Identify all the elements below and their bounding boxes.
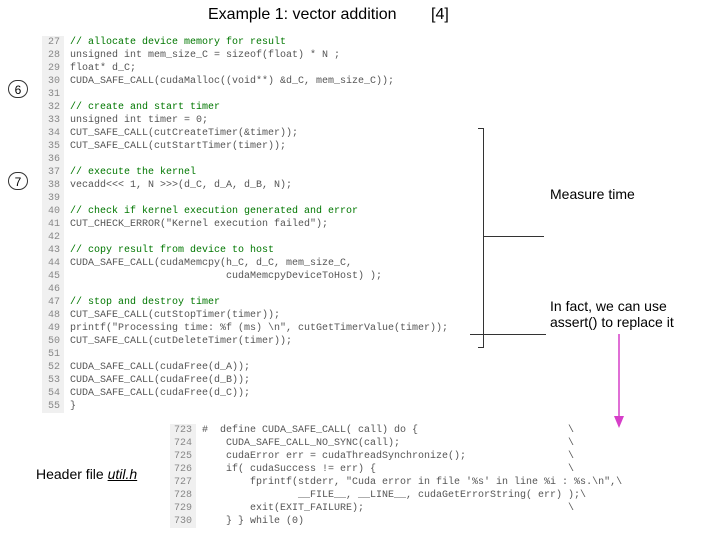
arrow-assert-to-macro: [618, 334, 620, 422]
annot-assert-line2: assert() to replace it: [550, 314, 674, 330]
bracket-leader-measure: [484, 236, 544, 237]
annot-measure-time: Measure time: [550, 186, 635, 202]
title-page-bracket: [4]: [401, 6, 449, 23]
annot-assert: In fact, we can use assert() to replace …: [550, 298, 674, 330]
slide-title: Example 1: vector addition [4]: [0, 6, 720, 24]
leader-assert: [470, 334, 546, 335]
footer-prefix: Header file: [36, 466, 108, 482]
code-main: 27// allocate device memory for result28…: [42, 36, 448, 413]
code-macro: 723# define CUDA_SAFE_CALL( call) do { \…: [170, 424, 622, 528]
footer-header-file: Header file util.h: [36, 466, 137, 482]
annot-assert-line1: In fact, we can use: [550, 298, 674, 314]
bracket-measure-time: [478, 128, 484, 348]
footer-filename: util.h: [108, 466, 138, 482]
title-text: Example 1: vector addition: [208, 6, 397, 23]
callout-bubble-6: 6: [8, 80, 28, 98]
callout-bubble-7: 7: [8, 172, 28, 190]
